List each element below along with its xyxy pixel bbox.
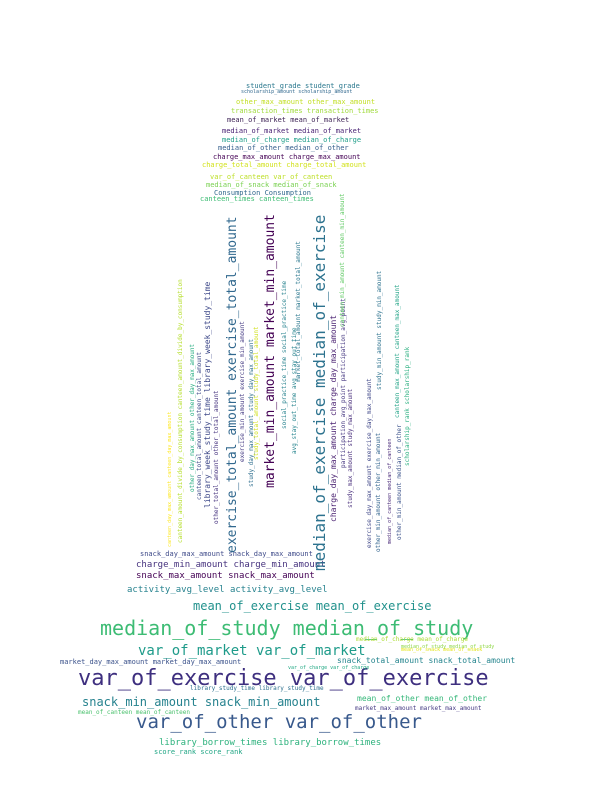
word: canteen_total_amount canteen_total_amoun… bbox=[196, 351, 203, 500]
word: snack_min_amount snack_min_amount bbox=[82, 695, 321, 709]
word: charge_day_max_amount charge_day_max_amo… bbox=[329, 314, 338, 522]
word: median_of_other median_of_other bbox=[218, 144, 349, 152]
word: canteen_amount_divide_by_consumption can… bbox=[177, 279, 184, 543]
word: var_of_canteen var_of_canteen bbox=[210, 173, 333, 181]
word: median_of_exercise median_of_exercise bbox=[310, 214, 329, 571]
word: transaction_times transaction_times bbox=[231, 107, 379, 115]
word: var_of_exercise var_of_exercise bbox=[78, 666, 489, 691]
word: study_min_amount study_min_amount bbox=[376, 270, 383, 390]
word: charge_total_amount charge_total_amount bbox=[202, 161, 367, 169]
word: exercise_min_amount exercise_min_amount bbox=[239, 321, 246, 462]
word: snack_total_amount snack_total_amount bbox=[337, 656, 516, 665]
word: snack_max_amount snack_max_amount bbox=[136, 571, 315, 581]
word: scholarship_amount scholarship_amount bbox=[241, 89, 353, 95]
word: other_total_amount other_total_amount bbox=[213, 390, 220, 524]
word: median_of_study median_of_study bbox=[401, 644, 495, 650]
word: mean_of_market mean_of_market bbox=[227, 116, 350, 124]
word: mean_of_other mean_of_other bbox=[357, 694, 488, 703]
word: other_min_amount other_min_amount bbox=[375, 432, 382, 552]
word: scholarship_rank scholarship_rank bbox=[404, 346, 411, 466]
word: median_of_market median_of_market bbox=[222, 127, 362, 135]
word: median_of_canteen median_of_canteen bbox=[387, 438, 393, 544]
word: social_practice_time social_practice_tim… bbox=[281, 280, 288, 429]
word: median_of_snack median_of_snack bbox=[206, 181, 337, 189]
word: study_total_amount study_total_amount bbox=[253, 326, 260, 460]
word: mean_of_snack mean_of_snack bbox=[401, 647, 483, 653]
word: median_of_charge median_of_charge bbox=[222, 136, 362, 144]
word: exercise_total_amount exercise_total_amo… bbox=[225, 216, 240, 553]
word: study_max_amount study_max_amount bbox=[347, 388, 354, 508]
word: charge_min_amount charge_min_amount bbox=[136, 560, 326, 570]
word: canteen_day_max_amount canteen_day_max_a… bbox=[167, 411, 173, 547]
word: market_max_amount market_max_amount bbox=[355, 705, 482, 712]
word: canteen_max_amount canteen_max_amount bbox=[394, 284, 401, 418]
word: market_min_amount market_min_amount bbox=[263, 214, 278, 488]
word: library_week_study_time library_week_stu… bbox=[203, 281, 212, 508]
word: student_grade student_grade bbox=[246, 82, 360, 90]
word: median_of_charge mean_of_charge bbox=[356, 636, 468, 643]
word: other_max_amount other_max_amount bbox=[236, 98, 376, 106]
word: exercise_day_max_amount exercise_day_max… bbox=[366, 378, 373, 548]
word: score_rank score_rank bbox=[154, 748, 243, 756]
word: market_total_amount market_total_amount bbox=[295, 241, 302, 382]
word: canteen_times canteen_times bbox=[200, 195, 314, 203]
word: charge_max_amount charge_max_amount bbox=[213, 153, 361, 161]
word: var_of_market var_of_market bbox=[138, 643, 366, 659]
word: library_borrow_times library_borrow_time… bbox=[159, 738, 382, 748]
word: other_min_amount median_of_other bbox=[396, 424, 403, 540]
word: Consumption Consumption bbox=[214, 189, 311, 197]
word: mean_of_canteen mean_of_canteen bbox=[78, 709, 190, 716]
word: canteen_min_amount canteen_min_amount bbox=[339, 193, 346, 327]
word: market_day_max_amount market_day_max_amo… bbox=[60, 658, 242, 666]
word: var_of_charge var_of_charge bbox=[288, 665, 370, 671]
word: var_of_other var_of_other bbox=[136, 711, 422, 733]
word: mean_of_exercise mean_of_exercise bbox=[193, 599, 432, 613]
word: snack_day_max_amount snack_day_max_amoun… bbox=[140, 550, 313, 558]
word: median_of_study median_of_study bbox=[100, 616, 474, 640]
word: activity_avg_level activity_avg_level bbox=[127, 585, 328, 595]
word: library_study_time library_study_time bbox=[190, 685, 324, 692]
